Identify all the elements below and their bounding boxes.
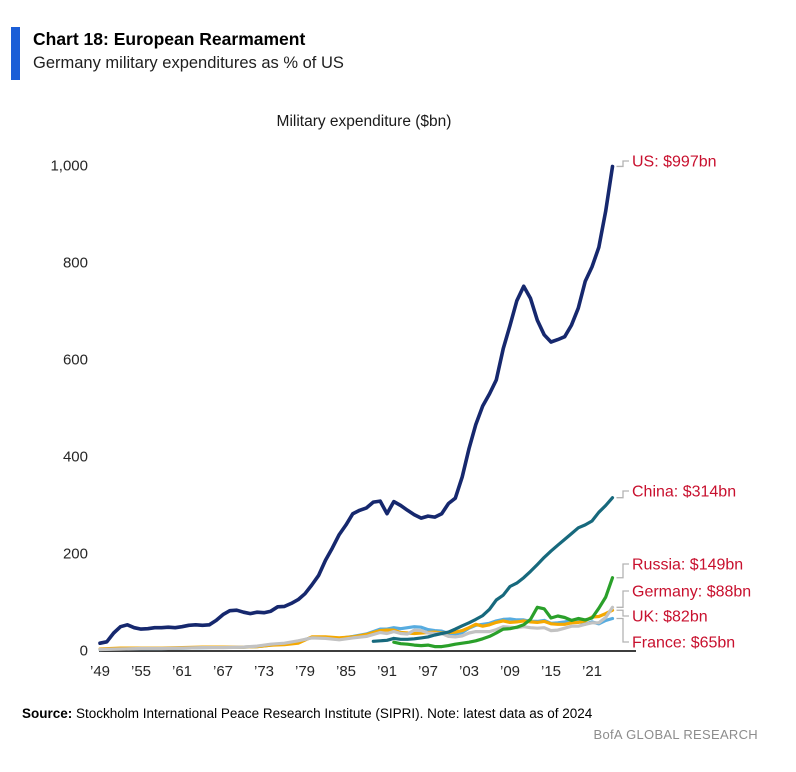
chart-axis-title: Military expenditure ($bn) [277,113,452,130]
chart-svg: Military expenditure ($bn) 0 200 400 600 800 1… [50,113,751,680]
y-tick-label: 600 [63,352,88,369]
series-russia-end-label: Russia: $149bn [632,557,743,574]
series-china-connector [616,490,629,499]
x-tick-label: ’61 [172,663,192,680]
series-russia-connector [616,563,629,579]
chart-header: Chart 18: European Rearmament Germany mi… [11,27,344,80]
series-china-line [371,496,615,643]
x-tick-label: ’85 [336,663,356,680]
x-tick-label: ’03 [459,663,479,680]
x-tick-label: ’21 [582,663,602,680]
series-uk-connector [616,609,629,617]
series-france-connector [616,617,629,643]
series-russia-line [392,576,615,649]
chart-heading: Chart 18: European Rearmament [33,29,306,49]
header-text: Chart 18: European Rearmament Germany mi… [33,27,344,73]
y-tick-label: 1,000 [50,158,88,175]
series-us-line [98,164,615,646]
x-tick-label: ’73 [254,663,274,680]
brand-mark: BofA GLOBAL RESEARCH [593,727,758,742]
accent-bar [11,27,20,80]
y-tick-label: 800 [63,255,88,272]
x-tick-label: ’55 [131,663,151,680]
series-china-end-label: China: $314bn [632,484,736,501]
chart-subheading: Germany military expenditures as % of US [33,54,344,72]
x-tick-label: ’79 [295,663,315,680]
x-tick-label: ’97 [418,663,438,680]
series-us-end-label: US: $997bn [632,154,717,171]
x-tick-label: ’09 [500,663,520,680]
source-label: Source: [22,706,73,721]
series-france-end-label: France: $65bn [632,635,735,652]
source-note: Source: Stockholm International Peace Re… [22,706,592,721]
y-tick-label: 400 [63,449,88,466]
source-text: Stockholm International Peace Research I… [72,706,593,721]
y-tick-label: 200 [63,546,88,563]
y-tick-label: 0 [80,643,88,660]
x-tick-label: ’49 [90,663,110,680]
x-tick-label: ’91 [377,663,397,680]
x-tick-label: ’67 [213,663,233,680]
series-uk-end-label: UK: $82bn [632,609,708,626]
series-germany-end-label: Germany: $88bn [632,584,751,601]
series-us-connector [616,160,629,168]
x-tick-label: ’15 [541,663,561,680]
series-germany-connector [616,590,629,608]
